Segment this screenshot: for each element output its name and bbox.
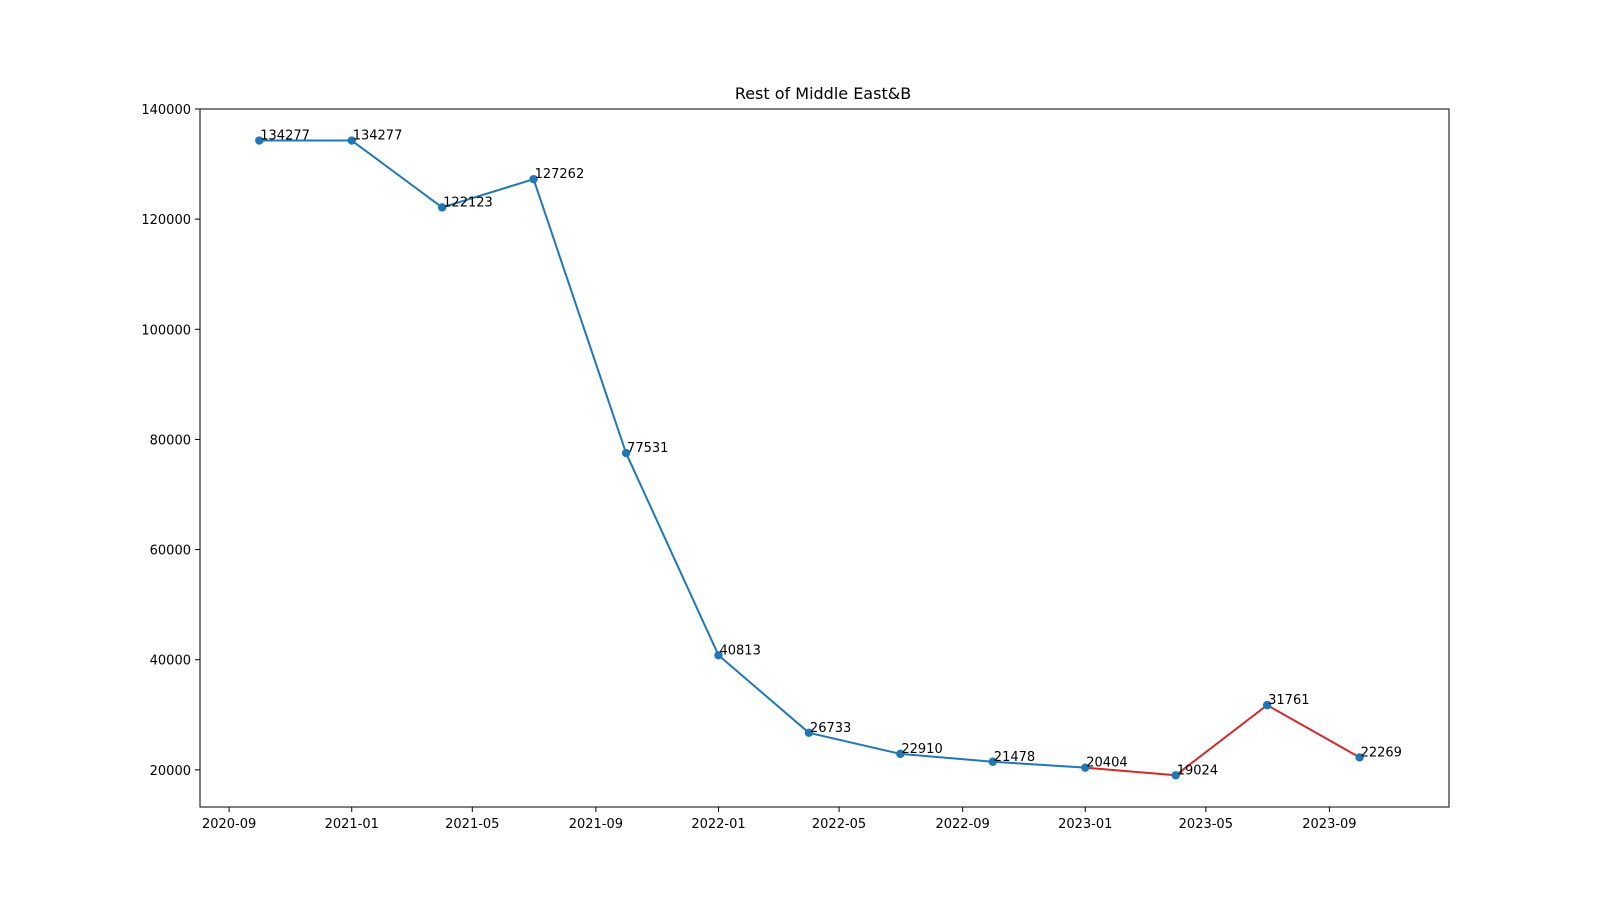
x-tick-label: 2022-09: [935, 817, 989, 832]
y-tick-label: 60000: [150, 544, 191, 559]
x-tick-label: 2021-05: [445, 817, 499, 832]
y-tick-label: 100000: [141, 323, 191, 338]
data-label: 31761: [1268, 693, 1309, 708]
data-label: 22910: [901, 742, 942, 757]
y-tick-label: 40000: [150, 654, 191, 669]
data-point: [988, 757, 998, 766]
data-label: 77531: [627, 441, 668, 456]
x-tick-label: 2020-09: [202, 817, 256, 832]
y-tick-label: 140000: [141, 103, 191, 118]
data-label: 134277: [353, 129, 403, 144]
data-point: [1171, 771, 1180, 780]
x-tick-label: 2023-01: [1058, 817, 1112, 832]
data-label: 122123: [443, 195, 493, 210]
plot-area: 134277 134277 122123 127262 77531 40813 26733 2…: [141, 103, 1450, 832]
data-label: 134277: [260, 129, 310, 144]
x-tick-label: 2023-05: [1179, 817, 1233, 832]
x-tick-label: 2022-01: [691, 817, 745, 832]
series-line-0: [259, 139, 1086, 769]
data-point: [1081, 763, 1090, 772]
data-point: [437, 203, 447, 212]
data-point: [1355, 753, 1364, 762]
y-tick-label: 120000: [141, 213, 191, 228]
data-label: 26733: [810, 721, 851, 736]
data-point: [529, 174, 538, 184]
data-point: [896, 749, 905, 759]
x-tick-label: 2023-09: [1302, 817, 1356, 832]
x-tick-label: 2021-09: [569, 817, 623, 832]
axes-frame: [199, 108, 1450, 808]
data-point: [804, 728, 814, 738]
data-label: 20404: [1086, 756, 1127, 771]
data-point: [347, 136, 356, 145]
x-tick-label: 2022-05: [812, 817, 866, 832]
data-label: 40813: [719, 643, 760, 658]
data-label: 21478: [994, 750, 1035, 765]
y-tick-label: 80000: [150, 433, 191, 448]
x-tick-label: 2021-01: [325, 817, 379, 832]
data-label: 22269: [1361, 745, 1402, 760]
data-point: [621, 448, 631, 458]
data-point: [714, 651, 723, 660]
chart-title: Rest of Middle East&B: [735, 84, 911, 103]
series-line-1: [1085, 704, 1361, 777]
data-label: 19024: [1177, 763, 1218, 778]
data-label: 127262: [535, 167, 585, 182]
data-point: [1262, 700, 1272, 710]
y-tick-label: 20000: [150, 764, 191, 779]
data-point: [255, 136, 264, 145]
